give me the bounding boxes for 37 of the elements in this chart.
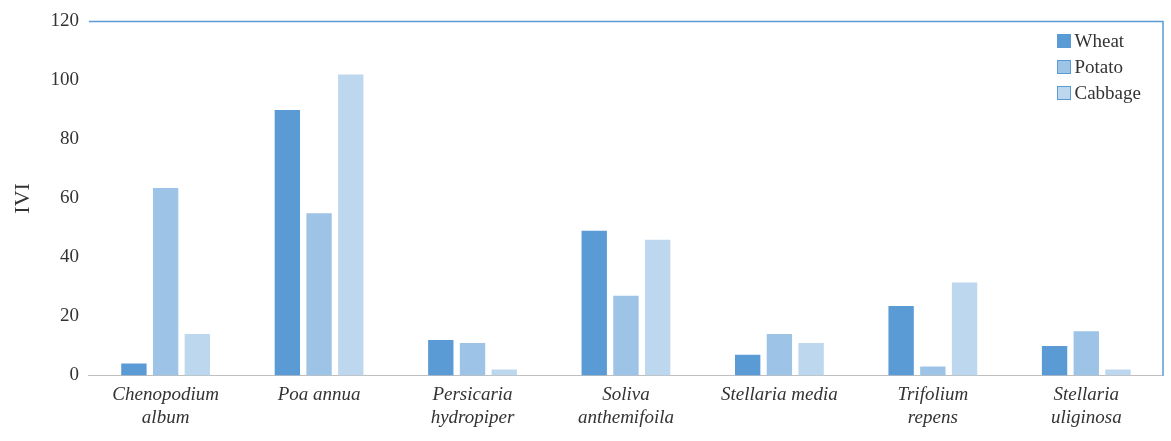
x-tick-label: Stellaria uliginosa: [1050, 382, 1122, 427]
bar: [184, 334, 211, 376]
y-tick-label: 20: [59, 304, 79, 326]
bar: [951, 282, 978, 376]
bar: [766, 334, 793, 376]
bar: [644, 239, 671, 376]
y-tick-label: 80: [59, 127, 79, 149]
bar: [920, 366, 946, 376]
bar: [152, 188, 179, 376]
y-tick-label: 120: [50, 9, 79, 31]
y-tick-label: 40: [59, 245, 79, 267]
x-tick-label: Persicaria hydropiper: [430, 382, 515, 427]
bar: [274, 109, 301, 376]
bar: [581, 230, 607, 376]
x-tick-label: Chenopodium album: [112, 382, 219, 427]
bar: [1041, 345, 1068, 376]
legend-label: Potato: [1074, 56, 1124, 78]
bar: [459, 342, 486, 376]
bar: [613, 295, 639, 376]
y-tick-label: 0: [69, 363, 79, 385]
bar: [735, 354, 761, 376]
bar: [798, 342, 824, 376]
bar: [1073, 331, 1099, 376]
bar: [428, 340, 454, 376]
y-axis-title: IVI: [8, 183, 34, 214]
y-tick-label: 100: [50, 68, 79, 90]
y-tick-label: 60: [59, 186, 79, 208]
bar: [306, 213, 332, 376]
x-tick-label: Soliva anthemifoila: [577, 382, 674, 427]
legend-label: Cabbage: [1074, 82, 1141, 104]
x-tick-label: Poa annua: [276, 382, 361, 404]
x-tick-label: Stellaria media: [721, 382, 838, 404]
bar: [121, 363, 147, 376]
bar: [338, 74, 364, 376]
legend-label: Wheat: [1074, 30, 1125, 52]
bar: [888, 306, 914, 376]
x-tick-label: Trifolium repens: [897, 382, 969, 427]
